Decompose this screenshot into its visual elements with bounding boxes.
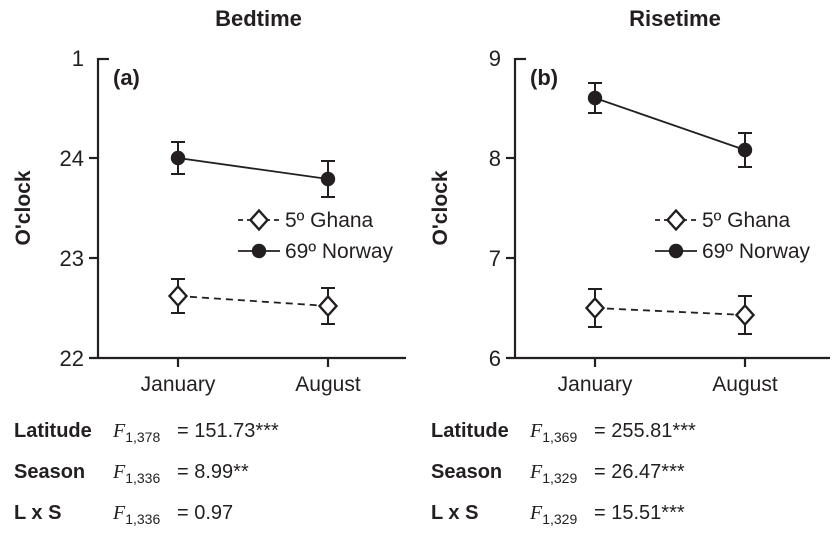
panel-title-bedtime: Bedtime <box>215 6 302 31</box>
data-point-marker <box>167 284 189 308</box>
stat-f-symbol: F <box>113 420 126 442</box>
stat-label: L x S <box>14 502 62 524</box>
data-point-marker <box>320 171 336 187</box>
y-tick-label: 22 <box>60 346 84 371</box>
series-line <box>594 307 746 316</box>
series-line <box>177 157 329 180</box>
y-tick-label: 1 <box>72 46 84 71</box>
x-tick-label: January <box>141 373 216 396</box>
stat-label: Latitude <box>431 420 509 442</box>
stat-df: 1,369 <box>542 429 578 445</box>
stat-f-symbol: F <box>530 461 543 483</box>
legend-marker <box>251 243 267 259</box>
stats-bedtime: Latitude F1,378 = 151.73*** Season F1,336 = … <box>0 410 417 537</box>
stat-row: L x S F1,336 = 0.97 <box>14 496 417 537</box>
y-axis-title: O'clock <box>429 170 452 245</box>
x-tick-label: January <box>558 373 633 396</box>
stat-f: F1,329 <box>530 455 594 496</box>
y-tick-label: 7 <box>489 246 501 271</box>
data-point-marker <box>587 90 603 106</box>
stat-value: = 26.47*** <box>594 461 685 483</box>
stat-label: Latitude <box>14 420 92 442</box>
stat-f-symbol: F <box>113 461 126 483</box>
legend-label: 5º Ghana <box>285 209 374 232</box>
stat-value: = 0.97 <box>177 502 234 524</box>
stat-row: Latitude F1,378 = 151.73*** <box>14 414 417 455</box>
stat-label: L x S <box>431 502 479 524</box>
stat-label: Season <box>14 461 86 483</box>
x-tick-label: August <box>712 373 778 396</box>
stat-f: F1,378 <box>113 414 177 455</box>
y-tick-label: 8 <box>489 146 501 171</box>
panel-title-risetime: Risetime <box>629 6 721 31</box>
stats-risetime: Latitude F1,369 = 255.81*** Season F1,329 = … <box>417 410 833 537</box>
panel-letter: (a) <box>113 65 140 90</box>
stat-df: 1,378 <box>125 429 161 445</box>
stat-label: Season <box>431 461 503 483</box>
legend-marker <box>665 208 687 232</box>
stat-f-symbol: F <box>113 502 126 524</box>
stat-df: 1,329 <box>542 511 578 527</box>
stat-f: F1,369 <box>530 414 594 455</box>
stat-value: = 8.99** <box>177 461 249 483</box>
legend-marker <box>668 243 684 259</box>
legend-label: 69º Norway <box>285 240 394 263</box>
panel-letter: (b) <box>530 65 558 90</box>
panel-risetime: Risetime 9 8 7 6 January August (b) O'clock 5º G… <box>417 0 833 537</box>
risetime-plot: 9 8 7 6 January August (b) O'clock 5º Ghana 69º N… <box>429 46 830 396</box>
series-line <box>177 295 329 307</box>
stat-df: 1,336 <box>125 511 161 527</box>
stat-value: = 151.73*** <box>177 420 279 442</box>
y-tick-label: 9 <box>489 46 501 71</box>
legend-marker <box>248 208 270 232</box>
x-tick-label: August <box>295 373 361 396</box>
stat-df: 1,336 <box>125 470 161 486</box>
legend-label: 69º Norway <box>702 240 811 263</box>
data-point-marker <box>734 303 756 327</box>
stat-value: = 15.51*** <box>594 502 685 524</box>
stat-f: F1,336 <box>113 455 177 496</box>
y-tick-label: 23 <box>60 246 84 271</box>
y-tick-label: 24 <box>60 146 84 171</box>
stat-f: F1,336 <box>113 496 177 537</box>
stat-row: Season F1,329 = 26.47*** <box>431 455 833 496</box>
bedtime-plot: 1 24 23 22 January August (a) O'clock 5º Ghana 69… <box>12 46 406 396</box>
y-axis-title: O'clock <box>12 170 35 245</box>
data-point-marker <box>317 294 339 318</box>
y-tick-label: 6 <box>489 346 501 371</box>
stat-row: Latitude F1,369 = 255.81*** <box>431 414 833 455</box>
stat-row: L x S F1,329 = 15.51*** <box>431 496 833 537</box>
data-point-marker <box>170 150 186 166</box>
stat-df: 1,329 <box>542 470 578 486</box>
legend-label: 5º Ghana <box>702 209 791 232</box>
stat-f: F1,329 <box>530 496 594 537</box>
data-point-marker <box>737 142 753 158</box>
stat-value: = 255.81*** <box>594 420 696 442</box>
stat-f-symbol: F <box>530 420 543 442</box>
stat-f-symbol: F <box>530 502 543 524</box>
series-line <box>594 97 746 151</box>
panel-bedtime: Bedtime 1 24 23 22 January August (a) O'clock 5º… <box>0 6 417 537</box>
data-point-marker <box>584 296 606 320</box>
stat-row: Season F1,336 = 8.99** <box>14 455 417 496</box>
